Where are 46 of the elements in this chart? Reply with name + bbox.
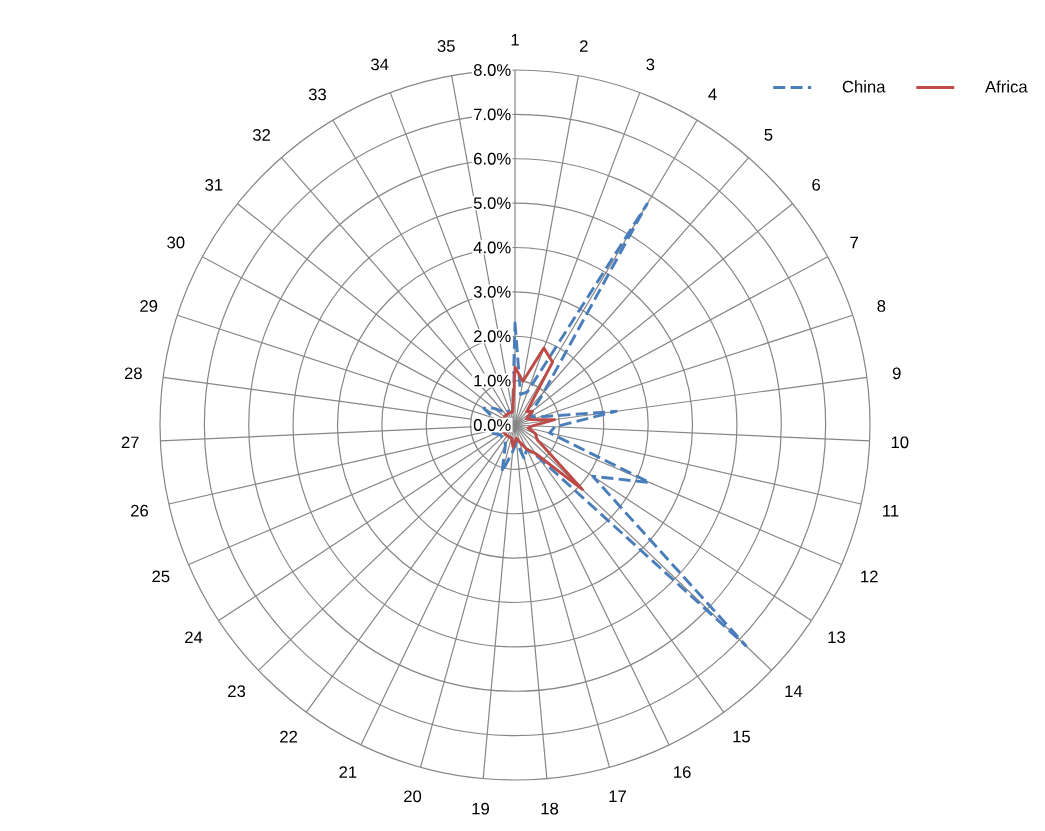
y-tick-label: 7.0% [474, 108, 511, 121]
spoke-label: 4 [708, 88, 717, 101]
spoke-label: 18 [541, 802, 559, 815]
spoke-label: 30 [167, 236, 185, 249]
spoke-label: 35 [437, 40, 455, 52]
spoke-label: 20 [404, 790, 422, 803]
spoke-label: 34 [371, 58, 389, 71]
spoke-label: 13 [828, 631, 845, 644]
spoke-label: 7 [850, 236, 858, 249]
spoke-label: 14 [785, 685, 803, 697]
y-tick-label: 8.0% [473, 64, 511, 76]
legend-label: China [842, 80, 886, 93]
spoke-label: 9 [892, 367, 901, 380]
spoke-label: 24 [185, 631, 203, 644]
spoke-label: 12 [861, 570, 878, 583]
spoke-label: 31 [205, 178, 223, 191]
y-tick-label: 6.0% [474, 152, 511, 165]
spoke-label: 3 [646, 58, 655, 71]
legend-label: Africa [985, 80, 1028, 93]
spoke-label: 23 [228, 685, 246, 698]
y-tick-label: 0.0% [473, 419, 511, 431]
spoke-label: 1 [511, 34, 519, 46]
spoke-label: 15 [733, 730, 750, 743]
spoke-label: 11 [883, 504, 899, 517]
spoke-label: 33 [308, 88, 326, 101]
spoke-label: 8 [877, 300, 886, 312]
y-tick-label: 1.0% [474, 374, 511, 387]
spoke-label: 5 [764, 129, 773, 141]
spoke-label: 2 [579, 40, 588, 52]
spoke-label: 16 [674, 766, 691, 778]
y-tick-label: 5.0% [473, 197, 511, 210]
spoke-label: 10 [891, 436, 909, 449]
spoke-label: 26 [131, 504, 149, 517]
spoke-label: 22 [280, 730, 298, 743]
spoke-label: 6 [812, 178, 821, 191]
spoke-label: 21 [339, 766, 357, 778]
spoke-label: 29 [140, 300, 158, 312]
y-tick-label: 4.0% [473, 241, 511, 254]
spoke-label: 17 [609, 790, 626, 803]
spoke-label: 25 [152, 570, 170, 583]
y-tick-label: 2.0% [474, 330, 511, 343]
spoke-label: 32 [252, 129, 271, 141]
spoke-label: 28 [124, 367, 142, 380]
spoke-label: 19 [472, 802, 489, 815]
y-tick-label: 3.0% [473, 285, 511, 298]
spoke-label: 27 [121, 436, 139, 449]
